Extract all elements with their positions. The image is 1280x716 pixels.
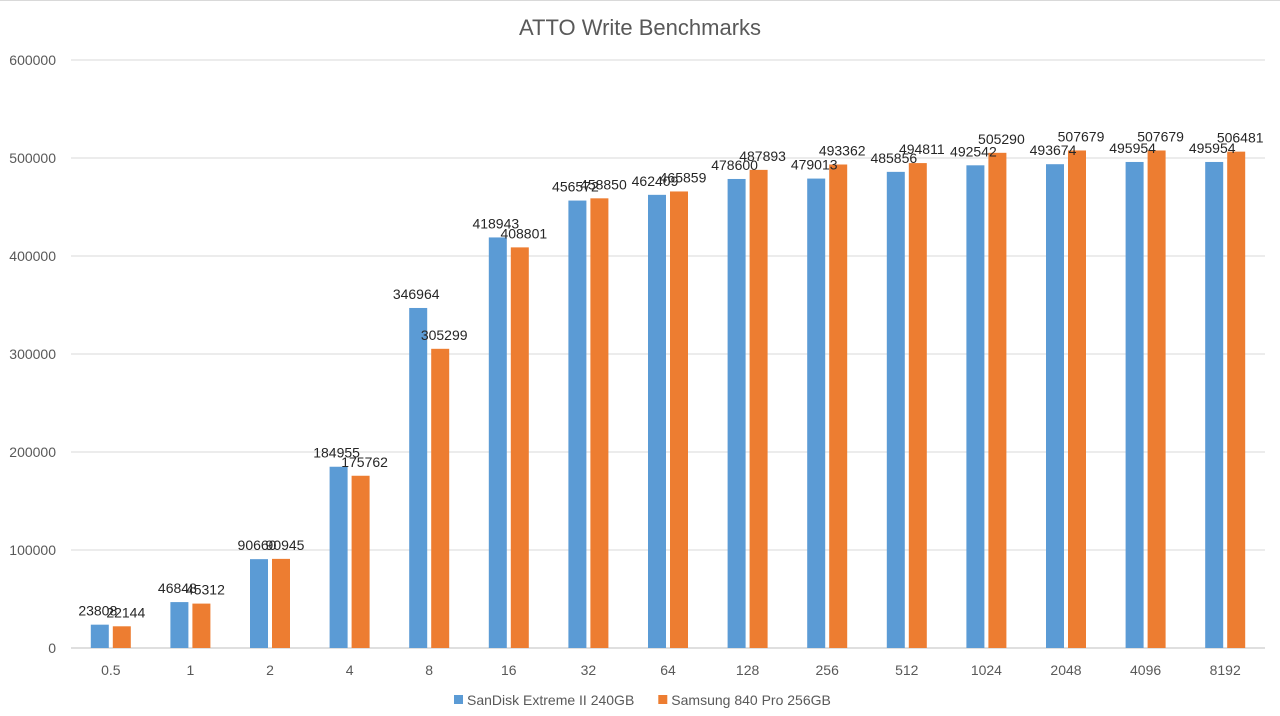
y-tick-label: 600000 <box>9 52 56 68</box>
bar-samsung <box>1227 151 1246 648</box>
bar-samsung <box>670 191 688 648</box>
data-label: 23808 <box>78 603 117 619</box>
legend-label: SanDisk Extreme II 240GB <box>467 692 634 708</box>
data-label: 507679 <box>1137 128 1184 144</box>
x-tick-label: 16 <box>501 662 517 678</box>
y-tick-label: 100000 <box>9 542 56 558</box>
x-tick-label: 128 <box>736 662 760 678</box>
bar-sandisk <box>886 171 905 648</box>
bar-sandisk <box>250 559 268 648</box>
y-axis: 0 100000 200000 300000 400000 500000 600000 <box>9 52 56 656</box>
bar-samsung <box>829 164 848 648</box>
x-tick-label: 8 <box>425 662 433 678</box>
x-tick-label: 0.5 <box>101 662 121 678</box>
bar-samsung <box>272 558 290 648</box>
bar-samsung <box>192 603 211 648</box>
data-label: 22144 <box>106 604 145 620</box>
bar-sandisk <box>568 200 587 648</box>
data-label: 506481 <box>1217 130 1264 146</box>
legend-label: Samsung 840 Pro 256GB <box>671 692 831 708</box>
bar-samsung <box>590 198 609 648</box>
data-label: 46848 <box>158 580 197 596</box>
bar-sandisk <box>807 178 826 648</box>
data-label: 507679 <box>1058 128 1105 144</box>
x-tick-label: 256 <box>816 662 840 678</box>
data-label: 492542 <box>950 143 997 159</box>
x-tick-label: 1024 <box>971 662 1002 678</box>
legend: SanDisk Extreme II 240GB Samsung 840 Pro … <box>454 692 831 708</box>
bar-samsung <box>749 169 768 648</box>
bar-samsung <box>1147 150 1166 648</box>
data-label: 184955 <box>313 445 360 461</box>
x-axis: 0.5 1 2 4 8 16 32 64 128 256 512 1024 2048 4096 8192 <box>101 662 1241 678</box>
data-label: 408801 <box>500 225 547 241</box>
data-label: 175762 <box>341 454 388 470</box>
bar-sandisk <box>727 178 746 649</box>
data-label: 493674 <box>1030 142 1077 158</box>
bar-samsung <box>1068 150 1086 648</box>
data-label: 45312 <box>186 582 225 598</box>
data-label: 346964 <box>393 286 440 302</box>
x-tick-label: 2 <box>266 662 274 678</box>
bar-sandisk <box>966 165 985 648</box>
data-label: 458850 <box>580 176 627 192</box>
data-label: 485856 <box>870 150 917 166</box>
bar-samsung <box>431 348 450 648</box>
legend-swatch <box>454 695 463 704</box>
bar-sandisk <box>1205 161 1224 648</box>
x-tick-label: 4096 <box>1130 662 1161 678</box>
bar-sandisk <box>648 194 666 649</box>
x-tick-label: 2048 <box>1050 662 1081 678</box>
data-label: 487893 <box>739 148 786 164</box>
x-tick-label: 4 <box>346 662 354 678</box>
y-tick-label: 0 <box>48 640 56 656</box>
bar-sandisk <box>329 466 348 648</box>
y-tick-label: 500000 <box>9 150 56 166</box>
data-label: 90945 <box>266 537 305 553</box>
legend-swatch <box>658 695 668 704</box>
y-tick-label: 300000 <box>9 346 56 362</box>
y-tick-label: 400000 <box>9 248 56 264</box>
data-label: 462409 <box>632 173 679 189</box>
data-label: 418943 <box>472 215 519 231</box>
data-label: 305299 <box>421 327 468 343</box>
bar-sandisk <box>488 237 507 649</box>
data-label: 90660 <box>238 537 277 553</box>
bars <box>90 150 1246 649</box>
chart-title: ATTO Write Benchmarks <box>519 15 761 40</box>
data-label: 495954 <box>1109 140 1156 156</box>
bar-samsung <box>908 163 927 649</box>
gridlines <box>71 59 1265 649</box>
x-tick-label: 64 <box>660 662 676 678</box>
y-tick-label: 200000 <box>9 444 56 460</box>
bar-sandisk <box>170 602 189 648</box>
data-label: 505290 <box>978 131 1025 147</box>
data-label: 494811 <box>899 141 945 157</box>
data-label: 456572 <box>552 179 599 195</box>
data-label: 495954 <box>1189 140 1236 156</box>
data-label: 479013 <box>791 157 838 173</box>
data-label: 465859 <box>660 169 707 185</box>
x-tick-label: 32 <box>581 662 597 678</box>
x-tick-label: 1 <box>187 662 195 678</box>
data-label: 478600 <box>711 157 758 173</box>
bar-samsung <box>510 247 529 649</box>
bar-sandisk <box>1125 161 1144 648</box>
bar-samsung <box>988 152 1007 648</box>
bar-sandisk <box>1046 164 1064 649</box>
x-tick-label: 512 <box>895 662 919 678</box>
bar-sandisk <box>409 307 428 648</box>
x-tick-label: 8192 <box>1210 662 1241 678</box>
bar-samsung <box>351 475 370 648</box>
bar-samsung <box>112 626 131 648</box>
bar-sandisk <box>90 624 109 648</box>
data-label: 493362 <box>819 143 866 159</box>
